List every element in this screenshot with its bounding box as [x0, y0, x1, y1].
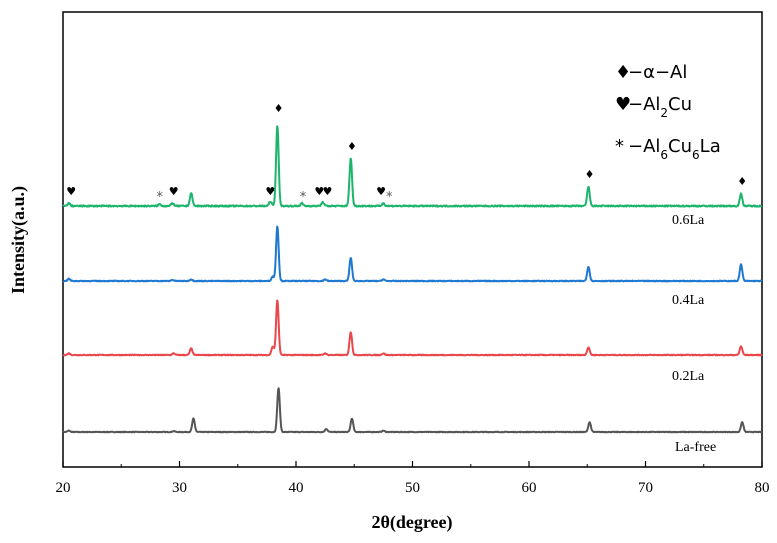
heart-marker: ♥ — [314, 185, 324, 198]
legend-entry-0: −α−Al — [628, 62, 687, 83]
x-tick-label: 70 — [638, 480, 653, 496]
x-tick-label: 40 — [289, 480, 304, 496]
heart-marker: ♥ — [376, 185, 386, 198]
legend-symbol-2: * — [615, 136, 624, 157]
y-axis-title: Intensity(a.u.) — [8, 186, 29, 294]
diamond-marker: ♦ — [347, 140, 357, 153]
heart-marker: ♥ — [66, 185, 76, 198]
diamond-marker: ♦ — [585, 168, 595, 181]
series-line-0.4La — [62, 225, 763, 283]
series-labels: La-free 0.2La 0.4La 0.6La — [672, 213, 716, 455]
legend-symbol-1: ♥ — [615, 94, 631, 115]
legend-entry-2: −Al6Cu6La — [628, 136, 721, 162]
series-line-0.2La — [62, 299, 763, 357]
x-tick-label: 20 — [56, 480, 71, 496]
x-tick-label: 60 — [522, 480, 537, 496]
star-marker: * — [386, 190, 393, 205]
series-label-0.6La: 0.6La — [672, 213, 705, 228]
diamond-marker: ♦ — [737, 175, 747, 188]
peak-markers: ♥ * ♥ ♥♦* ♥♥♦♥ *♦♦ — [66, 102, 747, 205]
series-label-La-free: La-free — [675, 440, 716, 455]
star-marker: * — [300, 190, 307, 205]
heart-marker: ♥ — [265, 185, 275, 198]
series-line-La-free — [62, 387, 763, 434]
x-tick-label: 30 — [172, 480, 187, 496]
series-line-0.6La — [62, 125, 763, 208]
star-marker: * — [156, 190, 163, 205]
heart-marker: ♥ — [323, 185, 333, 198]
x-axis-title: 2θ(degree) — [371, 512, 452, 533]
x-tick-label: 50 — [405, 480, 420, 496]
legend-entry-1: −Al2Cu — [628, 94, 692, 120]
diamond-marker: ♦ — [274, 102, 284, 115]
heart-marker: ♥ — [169, 185, 179, 198]
series-label-0.2La: 0.2La — [672, 369, 705, 384]
series-label-0.4La: 0.4La — [672, 293, 705, 308]
legend: ♦−α−Al ♥−Al2Cu* −Al6Cu6La — [615, 62, 721, 162]
legend-symbol-0: ♦ — [615, 62, 631, 83]
x-tick-label: 80 — [755, 480, 770, 496]
x-axis: 20 30 40 50 60 70 80 — [56, 461, 770, 496]
series-layer — [62, 125, 763, 434]
